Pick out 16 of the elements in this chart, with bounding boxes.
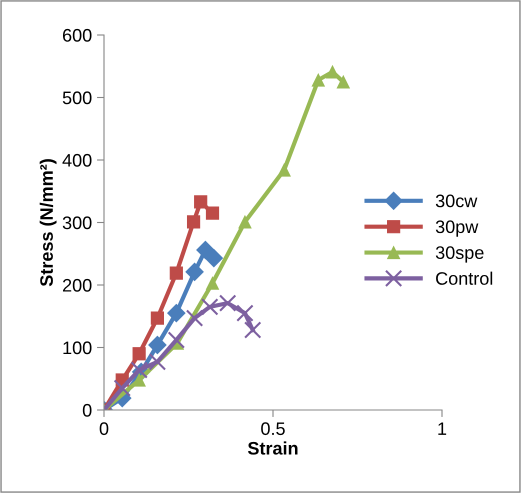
legend-label: 30cw <box>436 194 478 208</box>
y-tick-label: 100 <box>63 341 92 354</box>
y-tick-label: 300 <box>62 216 92 230</box>
x-tick-label: 0.5 <box>261 422 285 436</box>
legend-label: Control <box>436 272 492 285</box>
y-tick-label: 400 <box>62 154 92 167</box>
x-tick-label: 0 <box>100 422 108 436</box>
x-axis-title: Strain <box>248 441 298 455</box>
legend-label: 30pw <box>436 220 478 237</box>
y-tick-label: 200 <box>62 278 92 292</box>
y-tick-label: 0 <box>82 404 92 417</box>
legend-label: 30spe <box>436 246 484 263</box>
y-tick-label: 500 <box>62 91 92 104</box>
y-axis-title: Stress (N/mm²) <box>40 159 57 286</box>
y-tick-label: 600 <box>62 28 92 42</box>
x-tick-label: 1 <box>438 422 446 435</box>
